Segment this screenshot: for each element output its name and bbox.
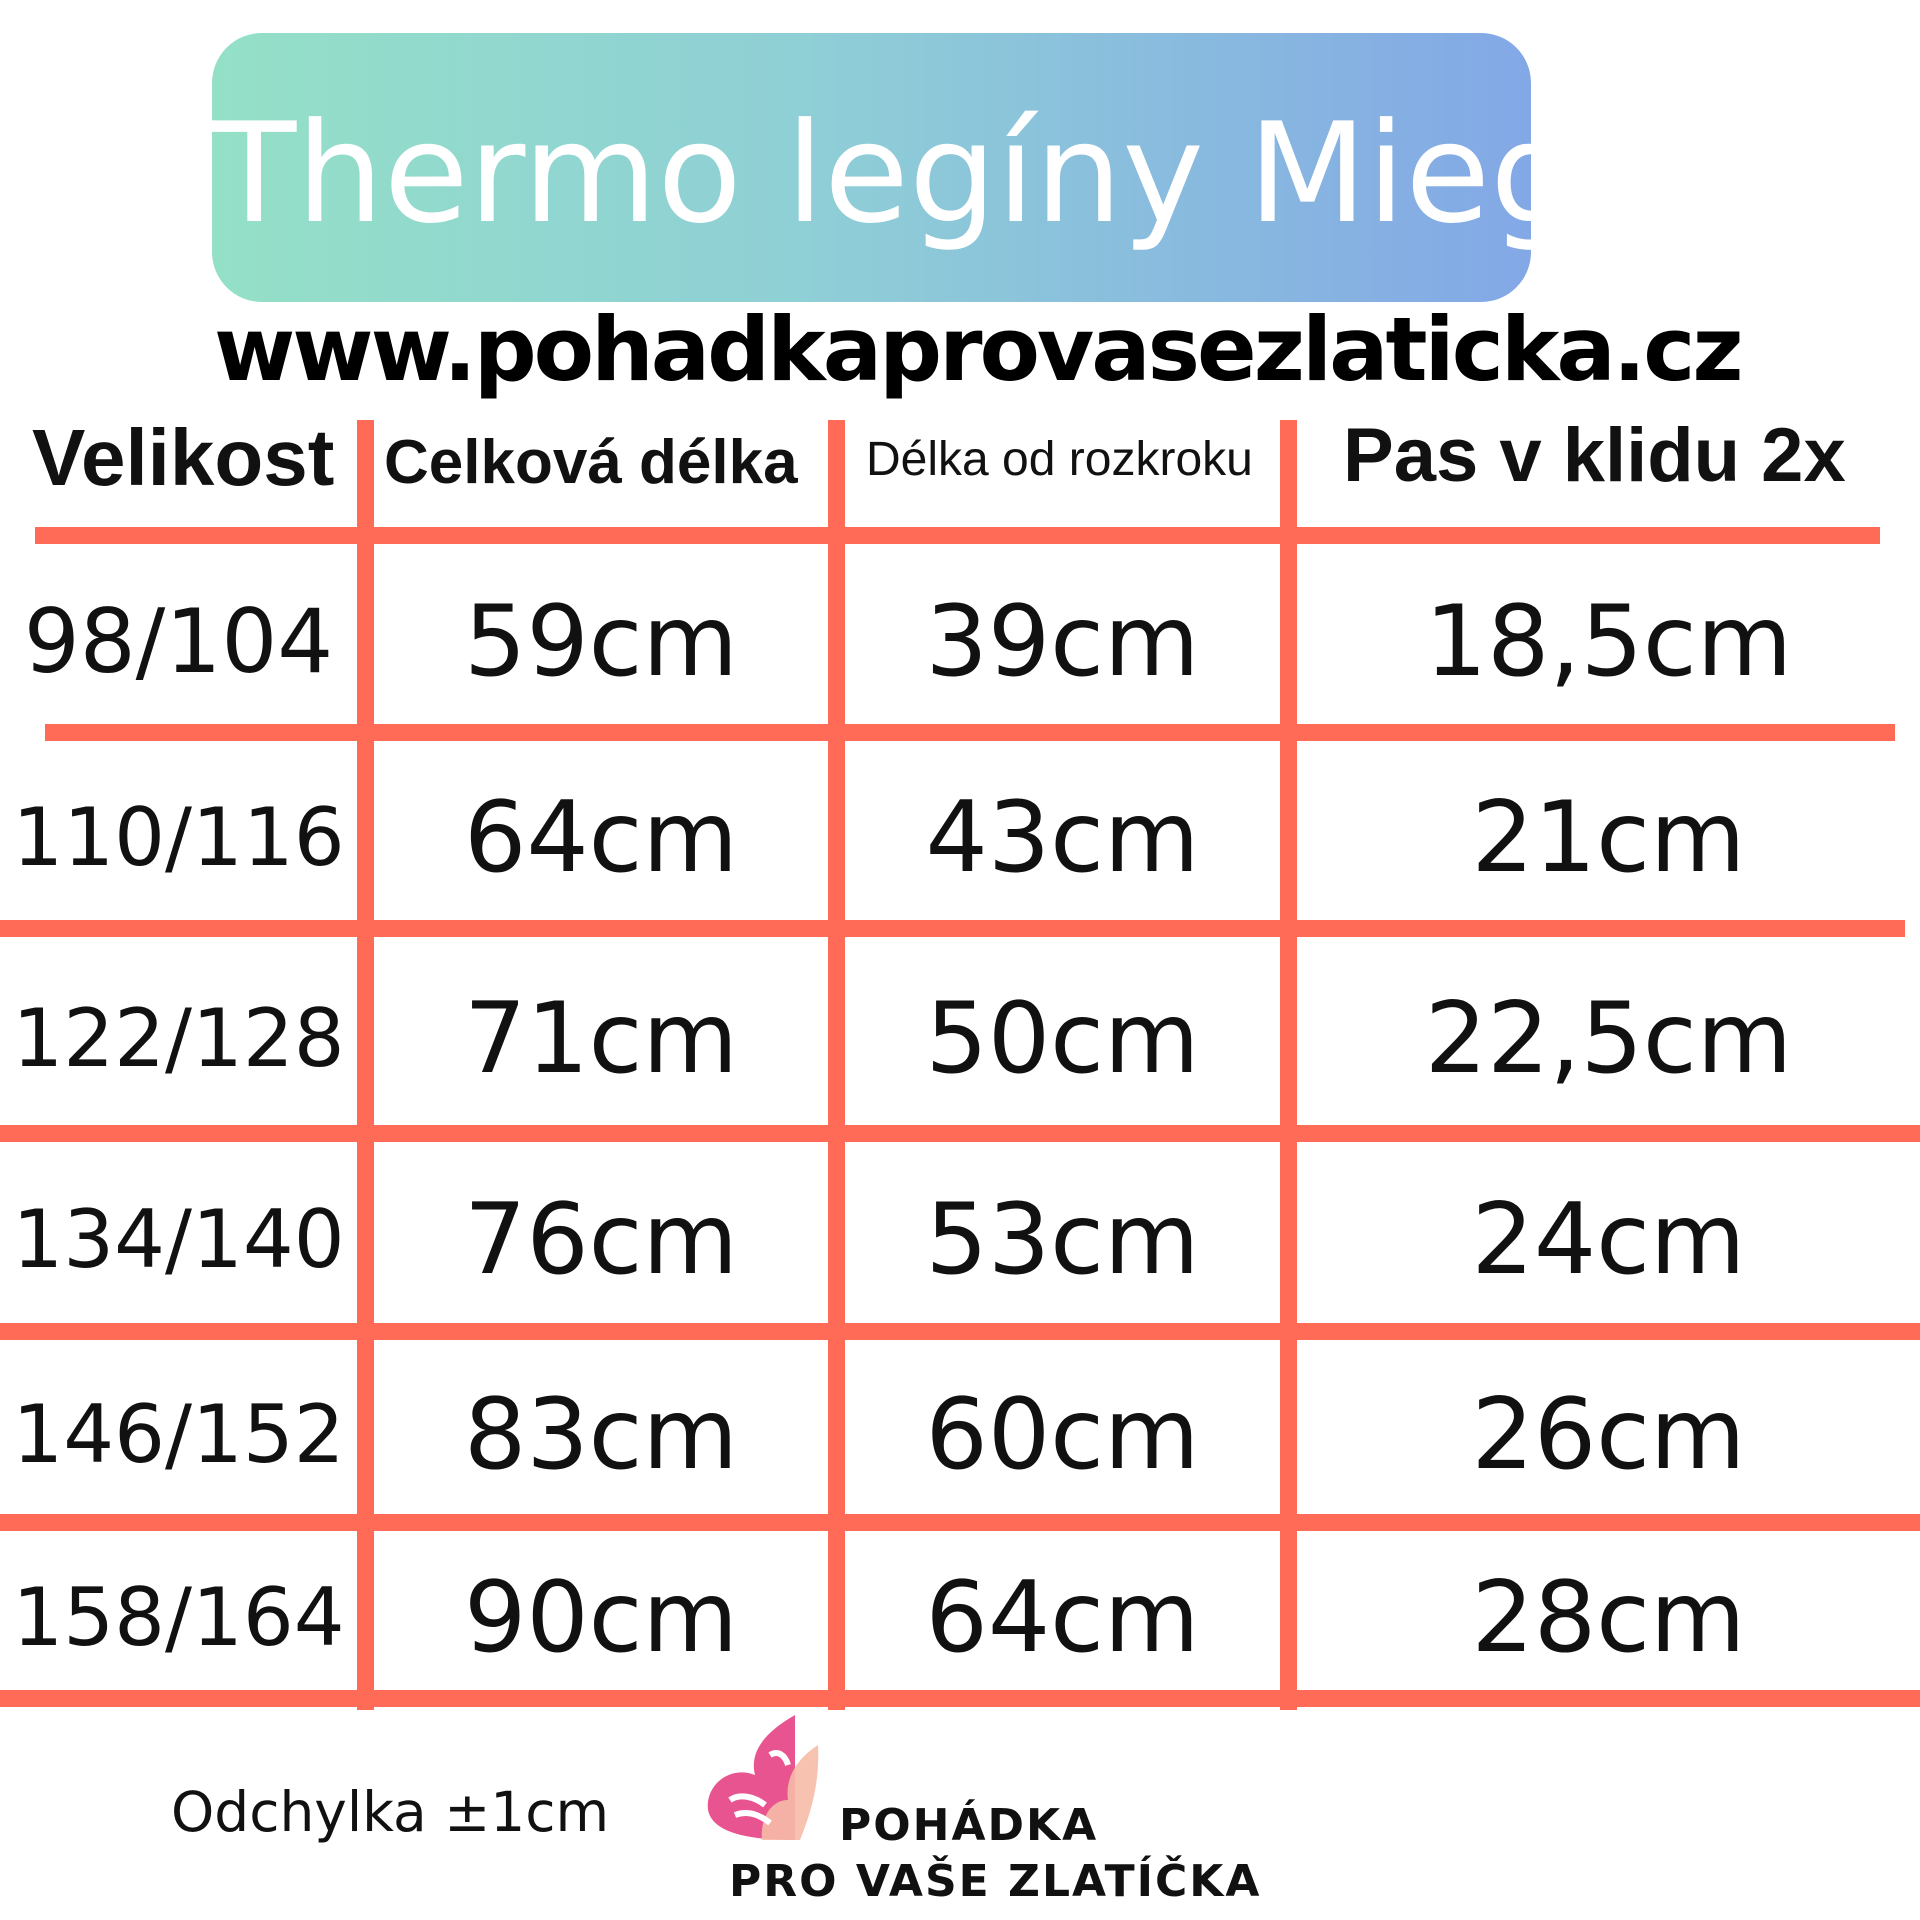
- cell-inseam: 43cm: [925, 781, 1200, 895]
- grid-line-horizontal: [45, 724, 1895, 741]
- cell-total-length: 59cm: [463, 584, 739, 699]
- butterfly-icon: [707, 1715, 819, 1840]
- grid-line-vertical: [357, 420, 374, 1710]
- grid-line-vertical: [1280, 420, 1297, 1710]
- page-title: Thermo legíny Miego: [212, 93, 1663, 254]
- header-total-length: Celková délka: [384, 428, 798, 497]
- grid-line-horizontal: [0, 1323, 1920, 1340]
- grid-line-horizontal: [0, 1125, 1920, 1142]
- cell-inseam: 50cm: [925, 981, 1200, 1096]
- logo-line-2: PRO VAŠE ZLATÍČKA: [729, 1856, 1262, 1907]
- cell-size: 98/104: [23, 589, 334, 693]
- cell-size: 134/140: [12, 1193, 345, 1286]
- cell-total-length: 64cm: [463, 781, 739, 895]
- cell-size: 122/128: [12, 991, 345, 1085]
- cell-total-length: 76cm: [463, 1183, 739, 1297]
- header-inseam: Délka od rozkroku: [866, 433, 1253, 486]
- cell-size: 146/152: [12, 1387, 345, 1481]
- cell-inseam: 39cm: [925, 584, 1200, 699]
- website-url: www.pohadkaprovasezlaticka.cz: [214, 298, 1744, 401]
- grid-line-horizontal: [0, 1690, 1920, 1707]
- cell-waist: 26cm: [1471, 1377, 1746, 1492]
- cell-total-length: 83cm: [463, 1377, 739, 1492]
- cell-total-length: 71cm: [463, 981, 739, 1096]
- cell-inseam: 60cm: [925, 1377, 1200, 1492]
- cell-waist: 22,5cm: [1424, 981, 1793, 1096]
- grid-line-horizontal: [0, 920, 1905, 937]
- cell-inseam: 64cm: [925, 1561, 1200, 1675]
- header-waist: Pas v klidu 2x: [1343, 413, 1846, 498]
- cell-waist: 24cm: [1471, 1183, 1746, 1297]
- cell-waist: 28cm: [1471, 1561, 1746, 1675]
- grid-line-horizontal: [35, 527, 1880, 544]
- cell-inseam: 53cm: [925, 1183, 1200, 1297]
- cell-size: 110/116: [12, 791, 345, 884]
- logo-line-1: POHÁDKA: [839, 1800, 1099, 1851]
- grid-line-horizontal: [0, 1514, 1920, 1531]
- cell-size: 158/164: [12, 1571, 345, 1664]
- cell-total-length: 90cm: [463, 1561, 739, 1675]
- cell-waist: 18,5cm: [1424, 584, 1793, 699]
- grid-line-vertical: [828, 420, 845, 1710]
- tolerance-note: Odchylka ±1cm: [171, 1780, 610, 1844]
- cell-waist: 21cm: [1471, 781, 1746, 895]
- header-size: Velikost: [32, 413, 335, 502]
- title-banner: Thermo legíny Miego: [212, 33, 1663, 302]
